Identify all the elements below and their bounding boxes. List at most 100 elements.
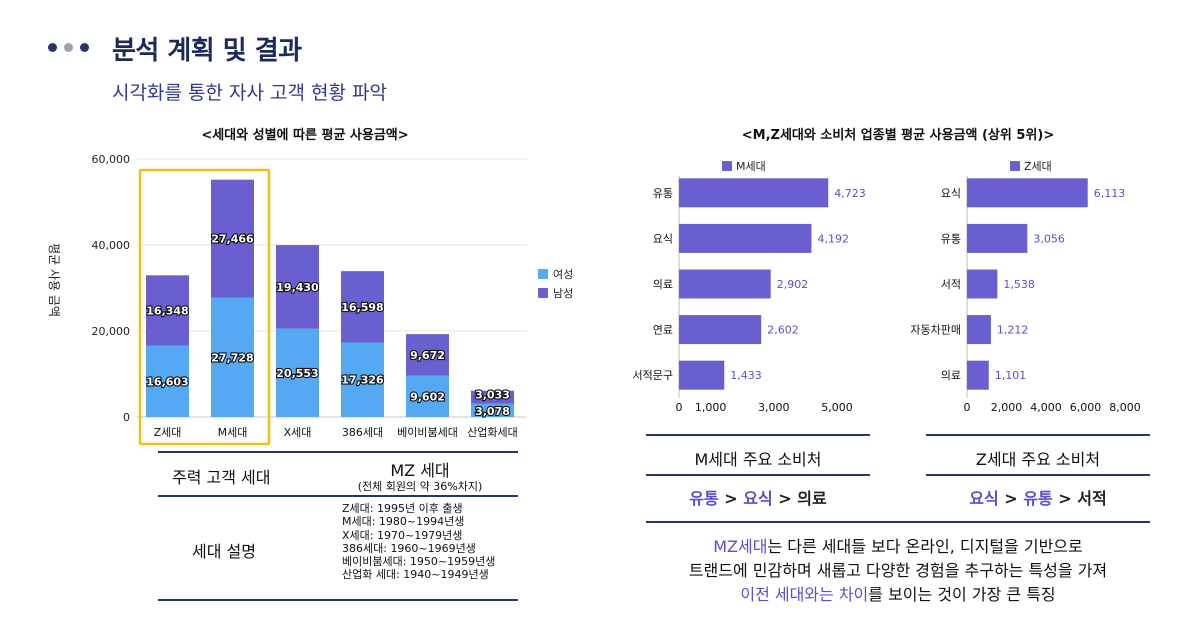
bar-segment-female	[211, 297, 254, 417]
header-dot-3	[80, 43, 89, 52]
bar	[967, 269, 998, 299]
x-tick-label: 베이비붐세대	[397, 426, 458, 439]
data-label: 17,326	[341, 374, 384, 387]
m-path-2: 요식	[743, 489, 773, 508]
row2-label: 세대 설명	[192, 542, 256, 561]
line3-text: 를 보이는 것이 가장 큰 특징	[868, 585, 1056, 604]
data-label: 20,553	[276, 367, 318, 380]
stacked-bar-chart: 0 20,000 40,000 60,000 평균 사용 금액 16,603 16,348 Z…	[47, 153, 573, 446]
legend-swatch	[538, 288, 548, 298]
description-item: Z세대: 1995년 이후 출생	[342, 502, 463, 515]
description-item: M세대: 1980~1994년생	[342, 515, 465, 529]
category-label: 의료	[941, 369, 961, 382]
bar	[679, 223, 812, 253]
m-path-1: 유통	[689, 489, 719, 508]
m-consumption-path: 유통 > 요식 > 의료	[646, 485, 870, 509]
x-tick-label: 2,000	[991, 401, 1023, 414]
legend-swatch	[722, 161, 732, 171]
path-arrow: >	[1058, 489, 1072, 508]
category-label: 연료	[653, 324, 673, 337]
bar	[967, 178, 1088, 208]
category-label: 서적	[941, 278, 961, 291]
x-tick-label: 0	[676, 401, 683, 414]
x-tick-label: 1,000	[695, 401, 727, 414]
x-tick-label: 6,000	[1070, 401, 1102, 414]
path-arrow: >	[778, 489, 792, 508]
bottom-rule	[646, 521, 1150, 523]
m-generation-bar-chart: M세대 4,723 유통 4,192 요식 2,902 의료 2,602 연료 1,433 서적문구…	[633, 160, 866, 414]
highlight-box	[138, 168, 271, 446]
path-arrow: >	[1004, 489, 1018, 508]
description-item: 386세대: 1960~1969년생	[342, 541, 476, 555]
z-path-3: 서적	[1077, 489, 1107, 508]
bar-segment-male	[406, 334, 449, 376]
bar-segment-female	[406, 375, 449, 417]
right-chart-title: <M,Z세대와 소비처 업종별 평균 사용금액 (상위 5위)>	[741, 128, 1055, 143]
legend-label: 여성	[553, 268, 573, 281]
z-path-2: 유통	[1023, 489, 1053, 508]
y-tick-label: 0	[123, 411, 130, 424]
table-mid-rule	[158, 495, 518, 497]
bottom-note-line-3: 이전 세대와는 차이를 보이는 것이 가장 큰 특징	[628, 583, 1168, 607]
data-label: 6,113	[1094, 187, 1126, 200]
line1-text: 는 다른 세대들 보다 온라인, 디지털을 기반으로	[767, 537, 1083, 556]
x-tick-label: 3,000	[758, 401, 790, 414]
z-summary-top-rule	[926, 434, 1150, 436]
bar-segment-female	[146, 345, 189, 417]
x-tick-label: 산업화세대	[467, 426, 518, 439]
bar-segment-female	[341, 342, 384, 417]
x-tick-label: Z세대	[154, 426, 182, 439]
category-label: 의료	[653, 278, 673, 291]
data-label: 1,538	[1003, 278, 1035, 291]
legend-label: 남성	[553, 287, 573, 300]
bottom-note-line-2: 트랜드에 민감하며 새롭고 다양한 경험을 추구하는 특성을 가져	[688, 561, 1108, 580]
data-label: 16,598	[341, 301, 383, 314]
z-consumption-path: 요식 > 유통 > 서적	[926, 485, 1150, 509]
bar-segment-male	[471, 390, 514, 404]
x-tick-label: 0	[964, 401, 971, 414]
left-chart-title: <세대와 성별에 따른 평균 사용금액>	[201, 128, 409, 143]
page-title: 분석 계획 및 결과	[112, 36, 302, 66]
x-tick-label: X세대	[284, 426, 312, 439]
x-tick-label: 8,000	[1109, 401, 1141, 414]
bar	[679, 315, 762, 345]
description-item: X세대: 1970~1979년생	[342, 528, 463, 542]
header-dot-2	[64, 43, 73, 52]
data-label: 16,603	[146, 375, 188, 388]
bar	[967, 223, 1028, 253]
bar-segment-male	[276, 245, 319, 329]
category-label: 자동차판매	[910, 324, 961, 337]
z-summary-mid-rule	[926, 474, 1150, 476]
generation-description-list: Z세대: 1995년 이후 출생 M세대: 1980~1994년생 X세대: 1…	[342, 502, 495, 582]
bar-segment-female	[471, 403, 514, 417]
z-generation-bar-chart: Z세대 6,113 요식 3,056 유통 1,538 서적 1,212 자동차판매 1,101 의…	[910, 160, 1141, 414]
table-bottom-rule	[158, 599, 518, 601]
y-tick-label: 40,000	[92, 239, 131, 252]
category-label: 서적문구	[633, 369, 673, 382]
header-dot-1	[48, 43, 57, 52]
bar	[679, 360, 725, 390]
y-axis-label: 평균 사용 금액	[47, 243, 61, 317]
row1-label: 주력 고객 세대	[172, 468, 271, 487]
data-label: 9,672	[410, 349, 445, 362]
x-tick-label: 4,000	[1030, 401, 1062, 414]
data-label: 3,033	[475, 389, 510, 402]
legend-label: M세대	[736, 160, 766, 173]
page-subtitle: 시각화를 통한 자사 고객 현황 파악	[112, 82, 387, 104]
table-top-rule	[158, 451, 518, 453]
data-label: 9,602	[410, 390, 445, 403]
data-label: 16,348	[146, 304, 188, 317]
difference-highlight: 이전 세대와는 차이	[740, 585, 869, 604]
description-item: 베이비붐세대: 1950~1959년생	[342, 555, 496, 569]
mz-highlight: MZ세대	[713, 537, 768, 556]
bar	[679, 269, 771, 299]
bar-segment-female	[276, 328, 319, 417]
m-summary-mid-rule	[646, 474, 870, 476]
bar-segment-male	[211, 179, 254, 298]
bar-segment-male	[146, 275, 189, 346]
y-tick-label: 20,000	[92, 325, 131, 338]
data-label: 1,433	[730, 369, 762, 382]
z-path-1: 요식	[969, 489, 999, 508]
data-label: 19,430	[276, 281, 319, 294]
y-tick-label: 60,000	[92, 153, 131, 166]
